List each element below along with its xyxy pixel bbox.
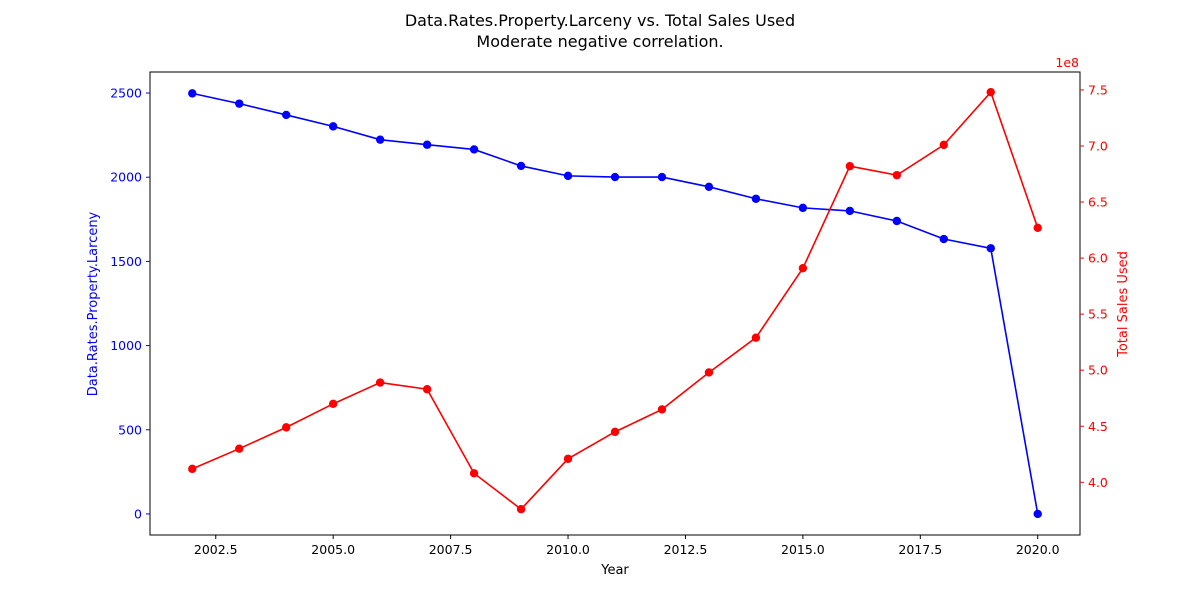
left-y-tick-label: 500 (118, 422, 142, 437)
plot-frame (149, 71, 1081, 536)
left-series-point (704, 182, 714, 192)
chart-subtitle: Moderate negative correlation. (476, 32, 723, 51)
x-tick-label: 2020.0 (1016, 542, 1060, 557)
right-series-point (939, 140, 948, 150)
x-tick-label: 2010.0 (546, 542, 590, 557)
left-series-point (939, 234, 948, 244)
right-series-point (516, 505, 526, 514)
left-y-tick-label: 0 (134, 506, 142, 521)
left-series-point (188, 89, 197, 98)
right-axis-multiplier: 1e8 (1055, 55, 1079, 70)
right-series-point (328, 399, 338, 409)
left-series-line (192, 92, 1039, 515)
right-series-point (422, 385, 432, 394)
right-series-point (657, 405, 667, 414)
x-tick-label: 2002.5 (194, 542, 238, 557)
right-series-point (704, 368, 714, 377)
left-series-point (235, 99, 244, 108)
left-series-point (798, 203, 808, 213)
right-series-point (282, 423, 291, 432)
x-tick-label: 2012.5 (664, 542, 708, 557)
left-series-point (657, 172, 667, 182)
right-series-point (375, 378, 385, 387)
left-series-point (422, 140, 432, 149)
right-y-tick-label: 7.5 (1088, 82, 1108, 97)
x-axis-label: Year (600, 563, 629, 578)
right-series-point (469, 469, 479, 478)
x-tick-label: 2005.0 (311, 542, 355, 557)
right-series-point (845, 161, 855, 171)
left-series-point (610, 172, 620, 182)
right-series-point (563, 454, 573, 463)
right-y-tick-label: 4.0 (1088, 475, 1108, 490)
left-y-tick-label: 1000 (110, 338, 142, 353)
right-series-point (798, 263, 808, 273)
x-tick-label: 2015.0 (781, 542, 825, 557)
left-y-tick-label: 2000 (110, 170, 142, 185)
right-series-point (751, 333, 761, 342)
right-y-axis-label: Total Sales Used (1116, 251, 1131, 358)
left-series-point (845, 206, 855, 216)
right-series-point (188, 464, 197, 474)
chart-title: Data.Rates.Property.Larceny vs. Total Sa… (405, 11, 795, 30)
left-y-tick-label: 2500 (110, 86, 142, 101)
right-series-point (610, 427, 620, 437)
x-tick-label: 2007.5 (429, 542, 473, 557)
left-series-point (375, 135, 385, 144)
right-y-tick-label: 4.5 (1088, 419, 1108, 434)
right-series-line (191, 90, 1039, 511)
left-series-point (516, 161, 526, 171)
right-y-tick-label: 7.0 (1088, 138, 1108, 153)
right-series-point (1033, 223, 1042, 233)
right-series-point (986, 87, 995, 97)
right-y-tick-label: 6.5 (1088, 195, 1108, 210)
left-series-point (892, 216, 902, 226)
right-y-tick-label: 6.0 (1088, 251, 1108, 266)
left-series-point (1033, 509, 1042, 519)
x-tick-label: 2017.5 (898, 542, 942, 557)
plot-area: 2002.5 2005.0 2007.5 2010.0 2012.5 2015.0 2017… (110, 71, 1108, 557)
right-y-tick-label: 5.5 (1088, 307, 1108, 322)
left-series-point (986, 244, 995, 253)
right-y-tick-label: 5.0 (1088, 363, 1108, 378)
left-y-tick-label: 1500 (110, 254, 142, 269)
left-series-point (282, 110, 291, 120)
right-series-point (235, 444, 244, 453)
left-series-point (469, 145, 479, 154)
left-series-point (751, 194, 761, 203)
left-y-axis-label: Data.Rates.Property.Larceny (86, 211, 101, 396)
right-series-point (892, 170, 902, 180)
left-series-point (563, 171, 573, 181)
left-series-point (328, 122, 338, 131)
